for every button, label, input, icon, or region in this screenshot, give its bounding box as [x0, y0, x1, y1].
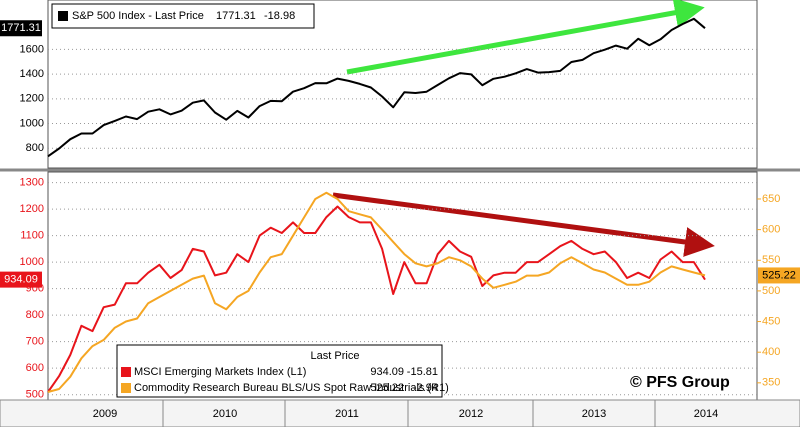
last-value-tag	[0, 271, 42, 288]
y2-tick-label: 400	[762, 346, 780, 358]
legend-label: Commodity Research Bureau BLS/US Spot Ra…	[134, 382, 449, 394]
last-value-tag	[758, 267, 800, 284]
legend-box	[51, 3, 315, 29]
y-tick-label: 600	[26, 362, 44, 374]
legend-swatch	[121, 383, 131, 393]
trend-arrow-up	[346, 0, 705, 75]
y-tick-label: 1000	[20, 256, 44, 268]
last-value-tag-label: 525.22	[762, 269, 796, 281]
series-line	[47, 191, 706, 393]
y2-tick-label: 350	[762, 377, 780, 389]
y-tick-label: 1200	[20, 93, 44, 105]
y2-tick-label: 600	[762, 224, 780, 236]
legend-label: MSCI Emerging Markets Index (L1)	[134, 366, 306, 378]
y2-tick-label: 550	[762, 254, 780, 266]
legend-value: 1771.31	[216, 10, 256, 22]
watermark: © PFS Group	[630, 374, 730, 391]
y-tick-label: 1000	[20, 117, 44, 129]
x-tick-label: 2014	[694, 408, 718, 420]
y2-tick-label: 500	[762, 285, 780, 297]
x-tick-label: 2009	[93, 408, 117, 420]
x-tick-label: 2010	[213, 408, 237, 420]
series-line	[47, 205, 706, 393]
last-value-tag	[0, 20, 42, 37]
y-tick-label: 800	[26, 142, 44, 154]
legend-label: S&P 500 Index - Last Price	[72, 10, 204, 22]
legend-swatch	[121, 367, 131, 377]
y-tick-label: 500	[26, 389, 44, 401]
legend-value: 934.09	[370, 366, 404, 378]
x-tick-label: 2013	[582, 408, 606, 420]
y2-tick-label: 650	[762, 193, 780, 205]
legend-change: -15.81	[407, 366, 438, 378]
y-tick-label: 1300	[20, 177, 44, 189]
legend-box	[116, 344, 443, 398]
trend-arrow-down	[332, 192, 715, 257]
last-value-tag-label: 1771.31	[1, 22, 41, 34]
y-tick-label: 1400	[20, 68, 44, 80]
y2-tick-label: 450	[762, 315, 780, 327]
top-plot-frame	[47, 0, 758, 169]
y-tick-label: 700	[26, 336, 44, 348]
legend-value: 525.22	[370, 382, 404, 394]
x-axis-band	[0, 399, 800, 427]
series-line	[47, 17, 706, 158]
last-value-tag-label: 934.09	[4, 274, 38, 286]
legend-swatch	[58, 11, 68, 21]
legend-change: -18.98	[264, 10, 295, 22]
y-tick-label: 1600	[20, 43, 44, 55]
legend-change: -2.94	[413, 382, 438, 394]
x-tick-label: 2011	[335, 408, 359, 420]
y-tick-label: 1100	[20, 230, 44, 242]
y-tick-label: 1200	[20, 203, 44, 215]
legend-title: Last Price	[311, 350, 360, 362]
y-tick-label: 800	[26, 309, 44, 321]
x-tick-label: 2012	[459, 408, 483, 420]
